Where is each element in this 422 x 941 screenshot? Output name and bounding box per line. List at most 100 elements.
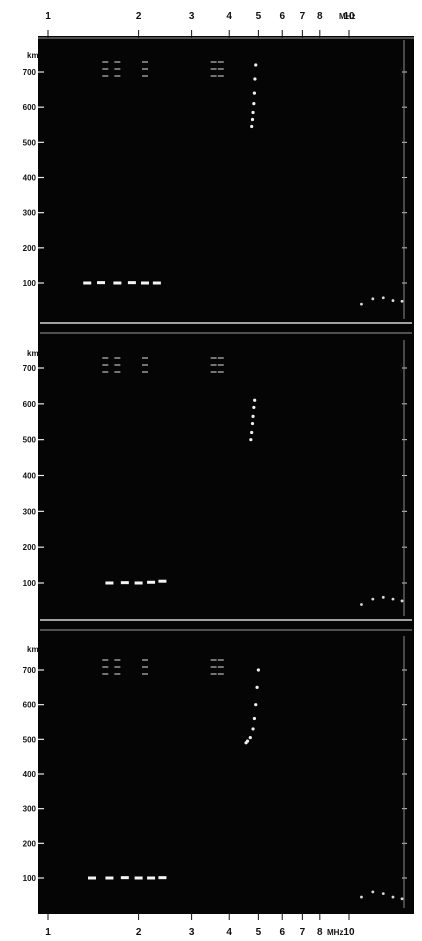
echo-trace-point — [253, 398, 257, 402]
echo-trace-point — [251, 414, 255, 418]
echo-trace-point — [251, 727, 255, 731]
echo-trace-point — [245, 739, 250, 743]
high-freq-trace-point — [400, 299, 404, 303]
high-freq-trace-point — [371, 597, 375, 601]
low-echo-point — [134, 876, 143, 880]
height-tick-label: 300 — [23, 209, 37, 218]
height-tick-label: 600 — [23, 701, 37, 710]
height-tick-label: 600 — [23, 103, 37, 112]
height-tick-label: 200 — [23, 839, 37, 848]
high-freq-trace-point — [391, 299, 395, 302]
height-tick-label: 100 — [23, 874, 37, 883]
bottom-freq-tick-label: 2 — [136, 927, 142, 938]
high-freq-trace-point — [360, 302, 363, 306]
top-freq-tick-label: 3 — [189, 11, 195, 22]
height-tick-label: 400 — [23, 174, 37, 183]
low-echo-point — [105, 876, 114, 880]
top-freq-tick-label: 8 — [317, 11, 323, 22]
km-unit-label: km — [27, 645, 39, 654]
echo-trace-point — [252, 91, 257, 95]
bottom-freq-tick-label: 7 — [300, 927, 306, 938]
bottom-freq-tick-label: 3 — [189, 927, 195, 938]
ionogram-panel-2: km 700 600 500 400 300 200 100 — [23, 340, 412, 631]
bottom-freq-tick-label: 1 — [45, 927, 51, 938]
bottom-freq-tick-label: 10 — [343, 927, 355, 938]
height-tick-label: 200 — [23, 244, 37, 253]
bottom-freq-tick-label: 6 — [279, 927, 285, 938]
high-freq-trace-point — [360, 603, 363, 606]
height-tick-label: 700 — [23, 68, 37, 77]
high-freq-trace-point — [381, 296, 385, 300]
height-tick-label: 700 — [23, 666, 37, 675]
bottom-freq-tick-label: 5 — [256, 927, 262, 938]
high-freq-trace-point — [360, 895, 363, 899]
high-freq-trace-point — [400, 897, 404, 901]
low-echo-point — [134, 581, 143, 585]
high-freq-trace-point — [381, 595, 385, 599]
top-freq-tick-label: 4 — [226, 11, 232, 22]
echo-trace-point — [252, 102, 256, 106]
height-tick-label: 400 — [23, 770, 37, 779]
top-freq-tick-label: 7 — [300, 11, 306, 22]
echo-trace-point — [254, 703, 258, 707]
echo-trace-point — [256, 668, 260, 672]
ionogram-panel-3: km 700 600 500 400 300 200 100 — [23, 636, 407, 908]
echo-trace-point — [250, 421, 255, 426]
echo-trace-point — [249, 438, 253, 442]
echo-trace-point — [251, 110, 255, 115]
low-echo-point — [152, 281, 161, 285]
height-tick-label: 700 — [23, 364, 37, 373]
echo-trace-point — [253, 77, 257, 81]
low-echo-point — [97, 281, 106, 285]
high-freq-trace-point — [391, 597, 395, 601]
film-background — [38, 36, 414, 914]
top-freq-tick-label: 6 — [279, 11, 285, 22]
height-tick-label: 300 — [23, 507, 37, 516]
high-freq-trace-point — [371, 297, 375, 301]
low-echo-point — [140, 281, 149, 285]
height-tick-label: 200 — [23, 543, 37, 552]
low-echo-point — [147, 580, 156, 584]
ionogram-panel-1: km 700 600 500 400 300 200 100 — [23, 40, 412, 334]
echo-trace-point — [255, 685, 259, 689]
echo-trace-point — [250, 117, 255, 122]
height-tick-label: 500 — [23, 138, 37, 147]
height-tick-label: 100 — [23, 279, 37, 288]
height-tick-label: 500 — [23, 436, 37, 445]
high-freq-trace-point — [400, 599, 404, 603]
km-unit-label: km — [27, 349, 39, 358]
top-freq-tick-label: 5 — [256, 11, 262, 22]
low-echo-point — [147, 876, 156, 880]
low-echo-point — [83, 281, 92, 285]
height-tick-label: 300 — [23, 805, 37, 814]
top-freq-tick-label: 2 — [136, 11, 142, 22]
km-unit-label: km — [27, 51, 39, 60]
low-echo-point — [120, 876, 129, 880]
echo-trace-point — [250, 430, 254, 435]
low-echo-point — [127, 281, 136, 285]
echo-trace-point — [252, 716, 257, 721]
bottom-unit-label: MHz — [327, 928, 343, 937]
height-tick-label: 600 — [23, 400, 37, 409]
low-echo-point — [158, 876, 167, 880]
top-freq-tick-label: 1 — [45, 11, 51, 22]
height-tick-label: 100 — [23, 579, 37, 588]
low-echo-point — [105, 581, 114, 585]
low-echo-point — [158, 579, 167, 583]
high-freq-trace-point — [371, 890, 375, 894]
high-freq-trace-point — [391, 895, 395, 899]
height-tick-label: 500 — [23, 735, 37, 744]
top-unit-label: MHz — [339, 12, 355, 21]
bottom-freq-tick-label: 4 — [226, 927, 232, 938]
top-freq-tick-label: 10 — [343, 11, 355, 22]
low-echo-point — [113, 281, 122, 285]
height-tick-label: 400 — [23, 472, 37, 481]
low-echo-point — [87, 876, 96, 880]
echo-trace-point — [250, 124, 254, 129]
bottom-freq-tick-label: 8 — [317, 927, 323, 938]
high-freq-trace-point — [381, 892, 385, 895]
echo-trace-point — [252, 405, 256, 410]
echo-trace-point — [254, 63, 258, 67]
echo-trace-point — [248, 736, 252, 740]
